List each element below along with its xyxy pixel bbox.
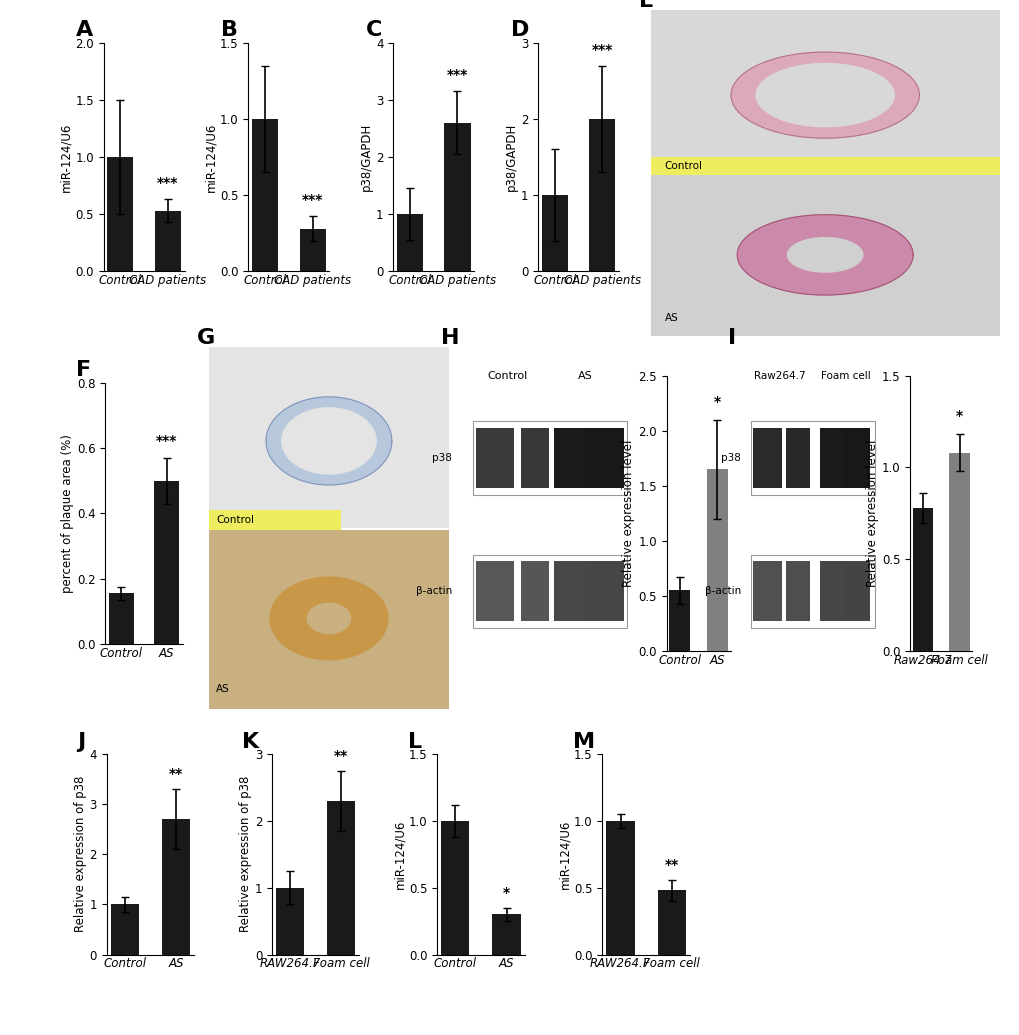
Bar [657, 890, 685, 954]
Bar [750, 421, 874, 495]
Bar [706, 469, 727, 651]
Y-axis label: Relative expression level: Relative expression level [865, 440, 878, 587]
Text: I: I [728, 328, 736, 348]
Bar [541, 195, 568, 271]
Text: AS: AS [664, 314, 678, 323]
Polygon shape [731, 52, 918, 138]
Text: **: ** [664, 858, 679, 871]
Text: Raw264.7: Raw264.7 [753, 372, 805, 381]
Text: β-actin: β-actin [416, 586, 451, 596]
Polygon shape [787, 238, 862, 272]
Polygon shape [281, 408, 376, 474]
Polygon shape [755, 63, 894, 126]
Bar [444, 123, 470, 271]
Y-axis label: miR-124/U6: miR-124/U6 [204, 122, 217, 191]
Bar [585, 561, 624, 621]
Bar [252, 119, 278, 271]
Bar [107, 157, 133, 271]
Bar [605, 821, 634, 954]
Text: L: L [408, 732, 421, 752]
Bar [209, 509, 340, 530]
Y-axis label: Relative expression of p38: Relative expression of p38 [73, 776, 87, 933]
Text: p38: p38 [432, 453, 451, 463]
Text: β-actin: β-actin [704, 586, 741, 596]
Bar [492, 915, 521, 954]
Y-axis label: Relative expression of p38: Relative expression of p38 [238, 776, 252, 933]
Bar [589, 119, 614, 271]
Text: ***: *** [157, 176, 178, 190]
Polygon shape [270, 578, 387, 659]
Bar [396, 214, 423, 271]
Text: B: B [221, 21, 237, 40]
Bar [819, 561, 846, 621]
Bar [300, 229, 325, 271]
Bar [786, 427, 809, 487]
Text: M: M [573, 732, 594, 752]
Text: D: D [511, 21, 529, 40]
Bar [154, 480, 179, 644]
Bar [554, 561, 592, 621]
Bar [786, 561, 809, 621]
Bar [650, 157, 999, 175]
Text: K: K [243, 732, 259, 752]
Y-axis label: miR-124/U6: miR-124/U6 [59, 122, 72, 191]
Bar [668, 590, 690, 651]
Bar [912, 508, 932, 651]
Bar [476, 561, 514, 621]
Bar [521, 427, 548, 487]
Text: **: ** [169, 767, 183, 781]
Bar [585, 427, 624, 487]
Bar [155, 211, 180, 271]
Text: *: * [955, 410, 962, 423]
Bar [473, 555, 627, 628]
Bar [521, 561, 548, 621]
Bar [752, 561, 782, 621]
Y-axis label: percent of plaque area (%): percent of plaque area (%) [61, 434, 74, 593]
Polygon shape [737, 214, 912, 295]
Text: A: A [76, 21, 94, 40]
Text: ***: *** [591, 42, 612, 57]
Text: E: E [638, 0, 653, 11]
Bar [750, 555, 874, 628]
Y-axis label: miR-124/U6: miR-124/U6 [392, 820, 406, 889]
Bar [476, 427, 514, 487]
Text: Foam cell: Foam cell [820, 372, 870, 381]
Y-axis label: p38/GAPDH: p38/GAPDH [504, 123, 518, 191]
Bar [949, 452, 969, 651]
Text: ***: *** [156, 434, 177, 447]
Bar [473, 421, 627, 495]
Bar [819, 427, 846, 487]
Text: G: G [197, 328, 215, 348]
Text: H: H [440, 328, 459, 348]
Text: Control: Control [487, 372, 527, 381]
Text: AS: AS [216, 684, 230, 694]
Text: F: F [76, 360, 91, 380]
Text: Control: Control [216, 514, 254, 525]
Y-axis label: miR-124/U6: miR-124/U6 [557, 820, 571, 889]
Bar [554, 427, 592, 487]
Y-axis label: Relative expression level: Relative expression level [622, 440, 635, 587]
Bar [752, 427, 782, 487]
Text: **: ** [334, 748, 348, 763]
Polygon shape [266, 396, 391, 485]
Bar [275, 888, 304, 954]
Text: C: C [366, 21, 382, 40]
Text: *: * [713, 394, 720, 409]
Bar [440, 821, 469, 954]
Text: AS: AS [578, 372, 592, 381]
Text: *: * [502, 886, 510, 899]
Text: p38: p38 [720, 453, 741, 463]
Text: Control: Control [664, 161, 702, 171]
Text: ***: *** [302, 194, 323, 207]
Bar [843, 561, 869, 621]
Bar [843, 427, 869, 487]
Bar [327, 801, 356, 954]
Y-axis label: p38/GAPDH: p38/GAPDH [360, 123, 373, 191]
Polygon shape [307, 603, 351, 633]
Text: J: J [77, 732, 86, 752]
Bar [109, 593, 133, 644]
Bar [162, 819, 191, 954]
Bar [111, 905, 139, 954]
Text: ***: *** [446, 68, 468, 83]
